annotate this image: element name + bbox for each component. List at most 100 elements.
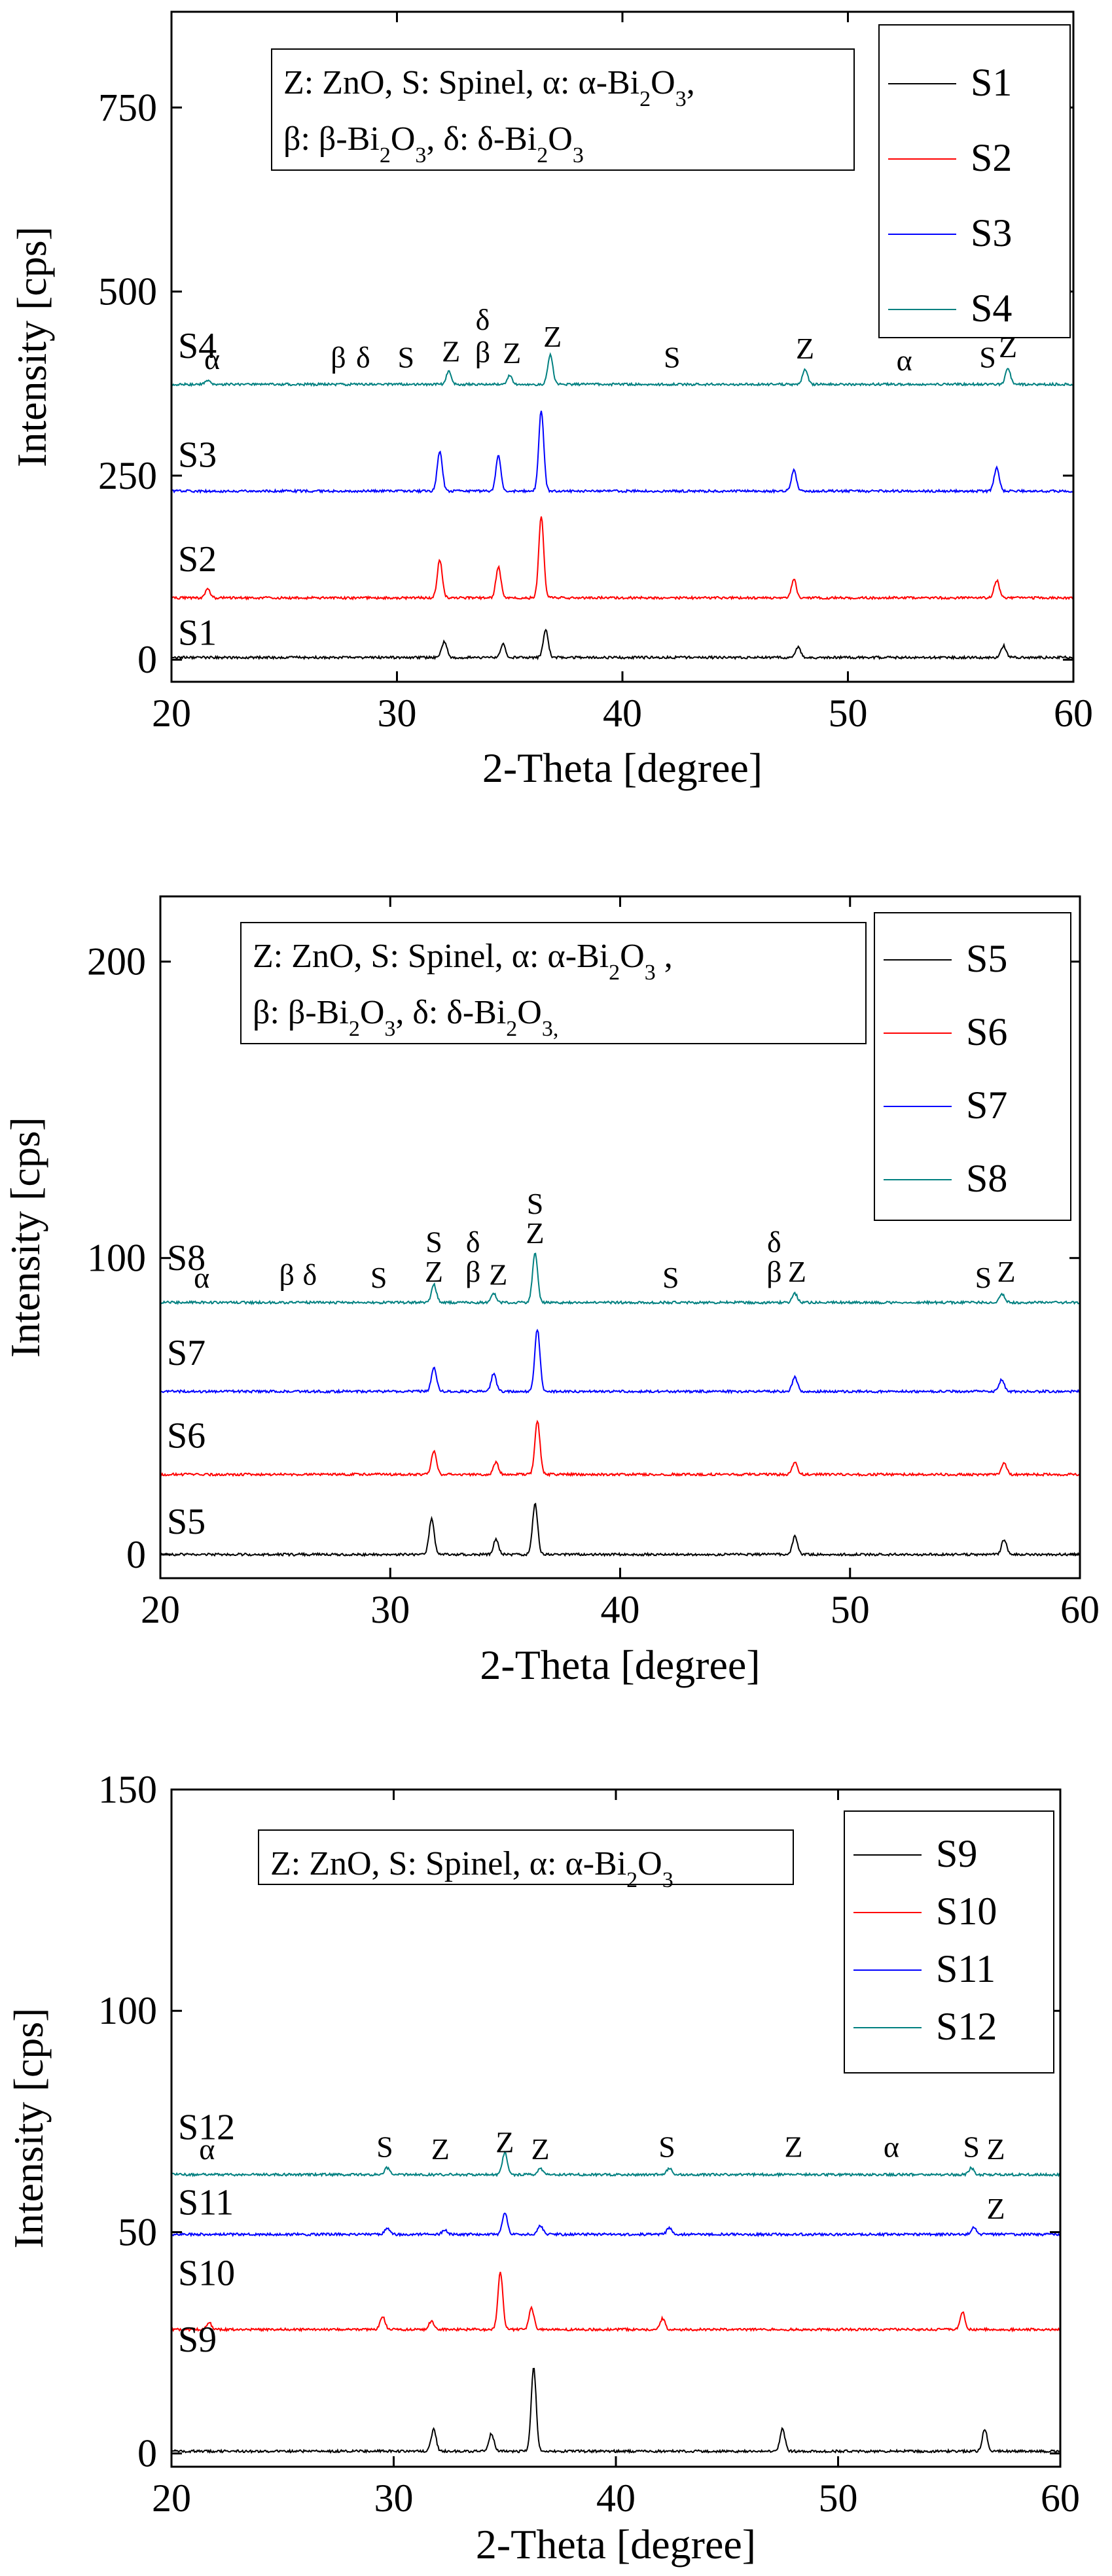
peak-annotation: Z [489,1258,507,1291]
series-label-s3: S3 [178,434,217,475]
peak-annotation: Z [986,2192,1005,2225]
peak-annotation: Z [785,2130,803,2163]
peak-annotation: α [194,1261,209,1294]
peak-annotation: S [975,1261,992,1294]
y-tick-label: 50 [118,2210,157,2253]
peak-annotation: S [397,341,414,374]
chart-panel-middle: 20 30 40 50 60 0 100 200 2-Theta [degree] Intensi… [2,895,1100,1688]
x-tick-label: 50 [831,1588,870,1631]
peak-annotation: S [658,2130,675,2163]
legend-entry-s9: S9 [936,1832,977,1875]
y-axis-label: Intensity [cps] [9,226,55,467]
y-tick-label: 750 [98,86,157,129]
y-tick-label: 200 [87,940,146,983]
peak-annotation: Z [431,2132,450,2166]
peak-annotation: δ [767,1226,781,1259]
peak-annotation: S [376,2130,393,2163]
legend-entry-s4: S4 [971,287,1012,330]
legend-entry-s12: S12 [936,2005,997,2048]
legend-entry-s8: S8 [966,1157,1007,1200]
x-tick-label: 50 [819,2477,858,2520]
series-legend [874,912,1071,1221]
peak-annotation: α [897,344,912,377]
series-label-s1: S1 [178,613,217,654]
series-line-s5 [160,1502,1081,1557]
series-line-s10 [171,2272,1061,2333]
peak-annotation: S [664,341,681,374]
y-tick-label: 0 [126,1533,146,1576]
x-tick-label: 20 [152,2477,191,2520]
phase-key-box [240,922,867,1044]
phase-key-line: β: β-Bi2O3, δ: δ-Bi2O3, [253,994,558,1041]
peak-annotation: Z [796,332,814,365]
x-axis-label: 2-Theta [degree] [480,1642,760,1688]
legend-entry-s10: S10 [936,1890,997,1933]
series-label-s5: S5 [167,1502,206,1542]
phase-key-line: Z: ZnO, S: Spinel, α: α-Bi2O3 [270,1845,673,1892]
peak-annotation: δ [356,341,370,374]
series-line-s8 [160,1252,1081,1306]
peak-annotation: β [766,1255,781,1288]
series-label-s12: S12 [178,2107,235,2147]
series-line-s1 [171,628,1074,661]
x-tick-label: 60 [1054,692,1093,735]
x-axis-label: 2-Theta [degree] [476,2521,756,2567]
peak-annotation: Z [495,2126,514,2159]
x-tick-label: 40 [603,692,642,735]
series-label-s10: S10 [178,2253,235,2294]
chart-panel-bottom: 20 30 40 50 60 0 50 100 150 2-Theta [degree] Inten… [5,1768,1080,2567]
peak-annotation: α [884,2130,899,2163]
series-line-s12 [171,2150,1061,2178]
x-tick-label: 60 [1041,2477,1080,2520]
series-line-s9 [171,2367,1061,2454]
peak-annotation: S [979,341,996,374]
peak-annotation: Z [526,1216,544,1250]
x-tick-label: 30 [374,2477,414,2520]
peak-annotation: β [279,1258,294,1291]
peak-annotation: Z [531,2132,550,2166]
y-tick-label: 100 [87,1237,146,1280]
peak-annotation: δ [302,1258,317,1291]
peak-annotation: S [527,1187,544,1220]
peak-annotation: α [199,2132,215,2166]
x-tick-label: 50 [829,692,868,735]
phase-key-box [258,1829,794,1885]
peak-annotation: S [662,1261,679,1294]
series-label-s9: S9 [178,2320,217,2360]
y-tick-label: 100 [98,1989,157,2032]
peak-annotation: Z [997,1255,1016,1288]
peak-annotation: δ [466,1226,480,1259]
peak-annotation: Z [425,1255,443,1288]
peak-annotation: β [331,341,346,374]
legend-entry-s3: S3 [971,211,1012,255]
legend-entry-s7: S7 [966,1084,1007,1127]
x-tick-label: 30 [370,1588,410,1631]
x-tick-label: 20 [141,1588,180,1631]
legend-entry-s5: S5 [966,937,1007,980]
x-axis-label: 2-Theta [degree] [482,745,762,791]
series-line-s6 [160,1419,1081,1477]
series-label-s11: S11 [178,2182,234,2223]
legend-entry-s1: S1 [971,61,1012,104]
phase-key-line: Z: ZnO, S: Spinel, α: α-Bi2O3 , [253,938,673,985]
x-tick-label: 40 [601,1588,640,1631]
series-line-s4 [171,352,1074,387]
peak-annotation: α [204,342,220,376]
peak-annotation: S [370,1261,387,1294]
peak-annotation: Z [503,336,521,370]
y-tick-label: 0 [137,638,157,681]
peak-annotation: Z [788,1255,806,1288]
legend-entry-s11: S11 [936,1947,995,1990]
legend-entry-s2: S2 [971,136,1012,179]
series-label-s4: S4 [178,326,217,366]
series-line-s11 [171,2212,1061,2238]
y-tick-label: 150 [98,1768,157,1811]
x-tick-label: 60 [1060,1588,1100,1631]
y-tick-label: 250 [98,454,157,497]
y-tick-label: 0 [137,2432,157,2475]
peak-annotation: β [475,336,490,369]
phase-key-line: β: β-Bi2O3, δ: δ-Bi2O3 [283,120,584,168]
series-line-s2 [171,516,1074,601]
phase-key-box [271,48,855,171]
